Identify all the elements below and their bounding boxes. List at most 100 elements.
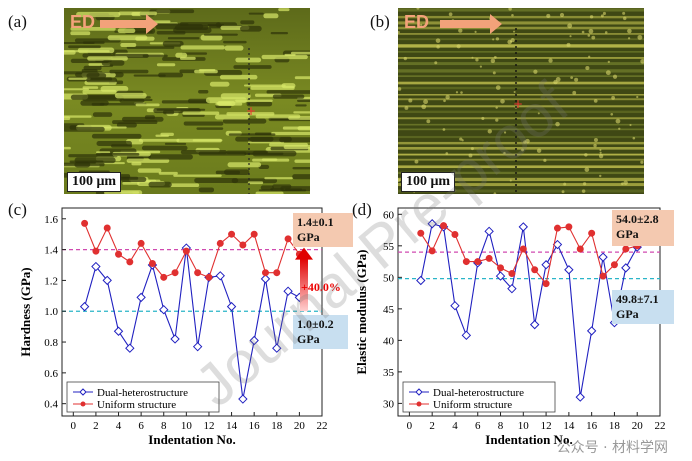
- increase-arrow-head: [295, 247, 313, 260]
- hardness-xtick-label: 4: [116, 420, 122, 432]
- modulus-point-dual: [416, 275, 426, 286]
- hardness-xtick-label: 14: [226, 420, 238, 432]
- hardness-point-dual: [91, 261, 101, 272]
- modulus-uniform-unit: GPa: [616, 227, 639, 241]
- hardness-xtick-label: 16: [249, 420, 261, 432]
- hardness-point-uniform: [239, 241, 247, 249]
- wechat-watermark: 公众号 · 材料学网: [556, 440, 668, 456]
- modulus-chart: 0 2 4 6 8 10 12 14 16 18 20 22 30 35 40 45 50 55 60 Indenta…: [354, 207, 666, 447]
- hardness-ytick-label: 1.0: [44, 306, 58, 318]
- hardness-ytick-label: 1.6: [44, 214, 58, 226]
- modulus-point-uniform: [599, 272, 607, 280]
- modulus-point-uniform: [474, 258, 482, 266]
- modulus-point-dual: [598, 252, 608, 262]
- modulus-xtick-label: 0: [407, 420, 413, 432]
- hardness-xtick-label: 2: [93, 420, 99, 432]
- hardness-chart: 0 2 4 6 8 10 12 14 16 18 20 22 0.4 0.6 0.8 1.0 1.2 1.4 1.6…: [18, 207, 328, 447]
- hardness-point-uniform: [126, 258, 134, 266]
- modulus-ytick-label: 55: [383, 241, 395, 253]
- hardness-uniform-unit: GPa: [297, 230, 320, 244]
- modulus-point-uniform: [576, 245, 584, 253]
- modulus-point-uniform: [428, 247, 436, 255]
- modulus-xtick-label: 8: [498, 420, 504, 432]
- hardness-ytick-label: 0.8: [44, 337, 58, 349]
- hardness-ytick-label: 0.4: [44, 399, 58, 411]
- hardness-legend-marker-0: [79, 388, 87, 396]
- micrograph-b: + ED 100 μm: [398, 8, 644, 194]
- ed-label-a: ED: [70, 12, 96, 32]
- modulus-point-dual: [518, 222, 529, 232]
- hardness-xtick-label: 10: [181, 420, 193, 432]
- hardness-legend: [66, 381, 220, 413]
- panel-label-d: (d): [352, 200, 372, 219]
- increase-arrow-shaft: [300, 257, 308, 312]
- modulus-point-uniform: [451, 230, 459, 238]
- hardness-ytick-label: 1.2: [44, 275, 58, 287]
- hardness-point-dual: [260, 274, 271, 284]
- modulus-ylabel: Elastic modulus (GPa): [354, 250, 369, 375]
- modulus-xtick-label: 22: [655, 420, 666, 432]
- hardness-point-uniform: [171, 269, 179, 277]
- modulus-legend-marker-0: [415, 388, 423, 396]
- modulus-point-uniform: [485, 254, 493, 262]
- modulus-point-uniform: [553, 224, 561, 232]
- modulus-xtick-label: 14: [563, 420, 575, 432]
- hardness-ytick-label: 0.6: [44, 368, 58, 380]
- hardness-legend-label-1: Uniform structure: [97, 399, 176, 411]
- hardness-xlabel: Indentation No.: [148, 432, 235, 447]
- hardness-point-uniform: [205, 273, 213, 281]
- modulus-point-uniform: [440, 222, 448, 230]
- ed-arrow-b: [440, 14, 502, 34]
- modulus-legend-label-0: Dual-heterostructure: [433, 387, 524, 399]
- hardness-point-uniform: [115, 250, 123, 258]
- hardness-point-uniform: [228, 230, 236, 238]
- scale-bar-b: 100 μm: [401, 172, 456, 192]
- hardness-xtick-label: 18: [271, 420, 283, 432]
- hardness-legend-marker-1: [80, 401, 86, 407]
- hardness-point-dual: [136, 292, 146, 303]
- modulus-point-dual: [450, 300, 460, 311]
- modulus-series-line-0: [420, 223, 638, 398]
- modulus-dual-box: 49.8±7.1 GPa: [612, 290, 674, 324]
- panel-label-b: (b): [370, 12, 390, 31]
- hardness-point-dual: [249, 335, 259, 346]
- hardness-dual-unit: GPa: [297, 332, 320, 346]
- hardness-point-dual: [159, 304, 169, 315]
- hardness-xtick-label: 8: [161, 420, 167, 432]
- hardness-point-uniform: [216, 239, 224, 247]
- micrograph-a: + ED 100 μm: [64, 8, 310, 194]
- hardness-xtick-label: 12: [203, 420, 214, 432]
- modulus-xtick-label: 18: [609, 420, 621, 432]
- modulus-point-dual: [586, 326, 597, 336]
- hardness-point-uniform: [273, 269, 281, 277]
- micrograph-a-texture: +: [64, 8, 310, 194]
- modulus-dual-unit: GPa: [616, 307, 639, 321]
- modulus-point-uniform: [417, 229, 425, 237]
- hardness-point-uniform: [261, 269, 269, 277]
- hardness-uniform-box: 1.4±0.1 GPa: [293, 213, 353, 247]
- hardness-point-uniform: [284, 235, 292, 243]
- hardness-dual-value: 1.0±0.2: [297, 317, 334, 331]
- hardness-point-uniform: [103, 224, 111, 232]
- hardness-series-line-0: [84, 247, 300, 400]
- modulus-uniform-value: 54.0±2.8: [616, 212, 659, 226]
- modulus-point-dual: [461, 330, 472, 341]
- modulus-xlabel: Indentation No.: [485, 432, 572, 447]
- modulus-point-uniform: [508, 270, 516, 278]
- hardness-point-dual: [192, 341, 203, 352]
- modulus-xtick-label: 4: [452, 420, 458, 432]
- svg-text:+: +: [513, 97, 523, 111]
- modulus-point-uniform: [531, 266, 539, 274]
- scale-bar-a: 100 μm: [67, 172, 122, 192]
- hardness-xtick-label: 0: [71, 420, 77, 432]
- hardness-legend-label-0: Dual-heterostructure: [97, 387, 188, 399]
- modulus-ytick-label: 60: [383, 209, 395, 221]
- hardness-point-dual: [79, 301, 90, 312]
- modulus-point-uniform: [462, 258, 470, 266]
- hardness-xtick-label: 20: [294, 420, 306, 432]
- modulus-legend-label-1: Uniform structure: [433, 399, 512, 411]
- hardness-point-uniform: [148, 259, 156, 267]
- modulus-series-line-1: [420, 224, 638, 285]
- modulus-point-uniform: [497, 264, 505, 272]
- modulus-point-uniform: [588, 229, 596, 237]
